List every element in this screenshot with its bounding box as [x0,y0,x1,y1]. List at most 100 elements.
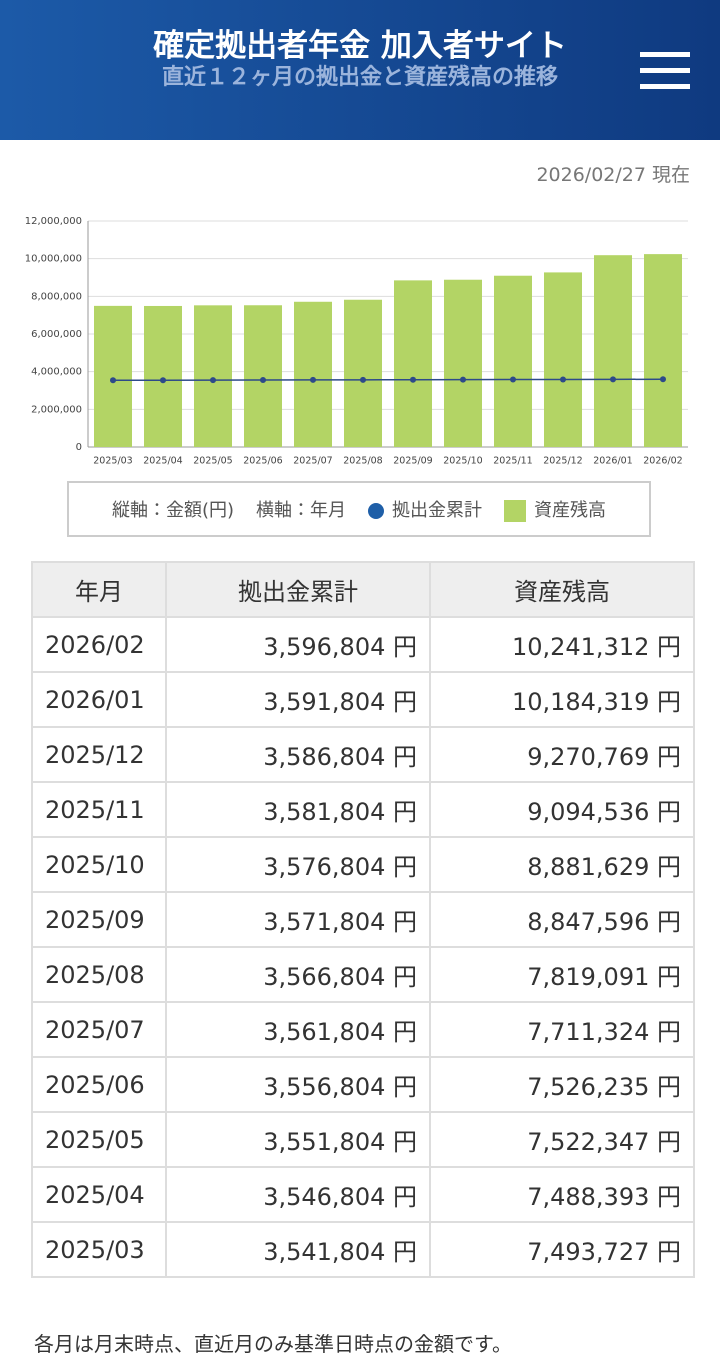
x-tick-label: 2026/01 [593,456,632,467]
footnote: 各月は月末時点、直近月のみ基準日時点の金額です。 [34,1332,512,1356]
table-row: 2025/06 3,556,804 円 7,526,235 円 [31,1056,695,1113]
amount-cell: 7,711,324 円 [429,1001,695,1058]
amount-cell: 7,493,727 円 [429,1221,695,1278]
table-row: 2025/10 3,576,804 円 8,881,629 円 [31,836,695,893]
x-tick-label: 2025/05 [193,456,232,467]
line-point [360,376,366,383]
x-tick-label: 2025/04 [143,456,182,467]
amount-cell: 10,184,319 円 [429,671,695,728]
month-cell: 2025/08 [31,946,167,1003]
amount-cell: 7,526,235 円 [429,1056,695,1113]
amount-cell: 3,566,804 円 [165,946,431,1003]
month-cell: 2025/10 [31,836,167,893]
month-cell: 2025/05 [31,1111,167,1168]
amount-cell: 9,270,769 円 [429,726,695,783]
table-row: 2025/03 3,541,804 円 7,493,727 円 [31,1221,695,1278]
table-row: 2025/12 3,586,804 円 9,270,769 円 [31,726,695,783]
amount-cell: 3,571,804 円 [165,891,431,948]
amount-cell: 3,591,804 円 [165,671,431,728]
line-point [110,377,116,384]
y-tick-label: 12,000,000 [25,216,82,227]
line-point [610,376,616,383]
line-point [260,377,266,384]
bar [394,280,432,447]
amount-cell: 7,488,393 円 [429,1166,695,1223]
table-row: 2025/04 3,546,804 円 7,488,393 円 [31,1166,695,1223]
line-point [160,377,166,384]
amount-cell: 3,556,804 円 [165,1056,431,1113]
month-cell: 2025/03 [31,1221,167,1278]
amount-cell: 3,541,804 円 [165,1221,431,1278]
amount-cell: 3,596,804 円 [165,616,431,673]
line-point [210,377,216,384]
column-header: 拠出金累計 [165,561,431,618]
line-point [460,376,466,383]
x-tick-label: 2025/06 [243,456,282,467]
month-cell: 2025/12 [31,726,167,783]
line-point [660,376,666,383]
chart: 0 2,000,000 4,000,000 6,000,000 8,000,000 10,… [25,216,688,467]
column-header: 資産残高 [429,561,695,618]
line-point [410,376,416,383]
month-cell: 2025/07 [31,1001,167,1058]
month-cell: 2026/02 [31,616,167,673]
amount-cell: 8,847,596 円 [429,891,695,948]
x-tick-label: 2025/09 [393,456,432,467]
table-row: 2025/07 3,561,804 円 7,711,324 円 [31,1001,695,1058]
amount-cell: 9,094,536 円 [429,781,695,838]
table-row: 2026/01 3,591,804 円 10,184,319 円 [31,671,695,728]
amount-cell: 3,551,804 円 [165,1111,431,1168]
y-tick-label: 0 [76,442,82,453]
y-tick-label: 6,000,000 [31,329,82,340]
y-tick-label: 10,000,000 [25,254,82,265]
bar [294,301,332,447]
amount-cell: 3,576,804 円 [165,836,431,893]
x-tick-label: 2025/08 [343,456,382,467]
table-row: 2025/11 3,581,804 円 9,094,536 円 [31,781,695,838]
line-point [560,376,566,383]
y-tick-label: 8,000,000 [31,291,82,302]
bar [194,305,232,447]
amount-cell: 3,561,804 円 [165,1001,431,1058]
legend-swatch [504,500,527,522]
line [112,378,664,382]
line-point [310,376,316,383]
month-cell: 2026/01 [31,671,167,728]
amount-cell: 7,522,347 円 [429,1111,695,1168]
x-tick-label: 2025/12 [543,456,582,467]
amount-cell: 3,581,804 円 [165,781,431,838]
month-cell: 2025/04 [31,1166,167,1223]
table-row: 2025/05 3,551,804 円 7,522,347 円 [31,1111,695,1168]
bar [94,305,132,447]
as-of-date: 2026/02/27 現在 [536,164,690,186]
month-cell: 2025/11 [31,781,167,838]
x-tick-label: 2025/11 [493,456,532,467]
data-table: 年月 拠出金累計 資産残高 2026/02 3,596,804 円 10,241,312 … [31,561,695,1278]
bar [144,305,182,447]
legend-label: 資産残高 [534,500,607,521]
amount-cell: 8,881,629 円 [429,836,695,893]
menu-button[interactable] [640,52,690,90]
amount-cell: 10,241,312 円 [429,616,695,673]
x-tick-label: 2025/10 [443,456,482,467]
x-axis-label: 横軸：年月 [256,500,347,521]
month-cell: 2025/06 [31,1056,167,1113]
bar [644,254,682,447]
table-row: 2025/09 3,571,804 円 8,847,596 円 [31,891,695,948]
bar [494,275,532,447]
legend-item: 資産残高 [504,496,606,522]
header: 確定拠出者年金 加入者サイト 直近１２ヶ月の拠出金と資産残高の推移 [0,0,720,140]
x-tick-label: 2026/02 [643,456,682,467]
y-tick-label: 4,000,000 [31,367,82,378]
legend-label: 拠出金累計 [392,500,483,521]
column-header: 年月 [31,561,167,618]
bar [594,255,632,447]
site-title[interactable]: 確定拠出者年金 加入者サイト [153,28,567,64]
page-subtitle: 直近１２ヶ月の拠出金と資産残高の推移 [161,65,558,90]
table-row: 2025/08 3,566,804 円 7,819,091 円 [31,946,695,1003]
y-tick-label: 2,000,000 [31,404,82,415]
legend-swatch [368,503,385,519]
bar [444,279,482,447]
legend: 縦軸：金額(円) 横軸：年月 拠出金累計 資産残高 [67,481,651,537]
